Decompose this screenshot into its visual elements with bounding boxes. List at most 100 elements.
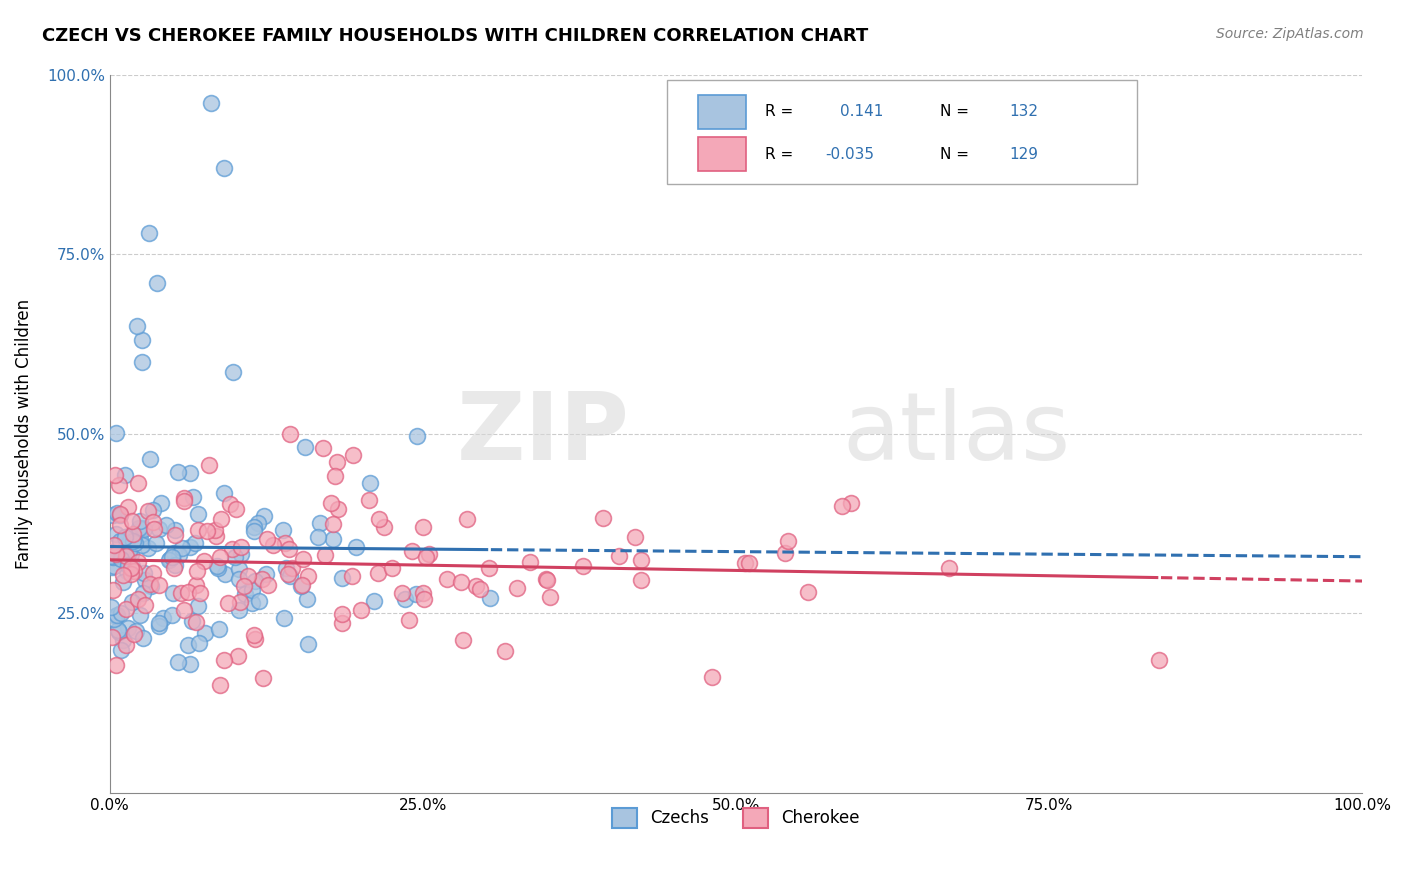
Text: Source: ZipAtlas.com: Source: ZipAtlas.com xyxy=(1216,27,1364,41)
Point xyxy=(456,512,478,526)
Point xyxy=(381,561,404,575)
Point xyxy=(195,524,218,538)
Point xyxy=(257,577,280,591)
Point xyxy=(139,451,162,466)
Point xyxy=(186,578,208,592)
Point xyxy=(162,586,184,600)
Point xyxy=(373,520,395,534)
Point xyxy=(242,582,264,597)
Point xyxy=(186,615,208,630)
Point xyxy=(179,657,201,671)
Point xyxy=(124,536,146,550)
Point xyxy=(831,499,853,513)
Text: atlas: atlas xyxy=(842,388,1070,480)
Point xyxy=(297,637,319,651)
Point xyxy=(111,633,134,648)
Point xyxy=(170,586,193,600)
Point xyxy=(127,476,149,491)
Point xyxy=(108,534,131,549)
Point xyxy=(278,568,301,582)
Text: CZECH VS CHEROKEE FAMILY HOUSEHOLDS WITH CHILDREN CORRELATION CHART: CZECH VS CHEROKEE FAMILY HOUSEHOLDS WITH… xyxy=(42,27,869,45)
Point xyxy=(136,504,159,518)
Point xyxy=(187,507,209,521)
Point xyxy=(101,545,124,559)
Point xyxy=(357,493,380,508)
Point xyxy=(277,567,299,582)
Point xyxy=(700,669,723,683)
Point xyxy=(129,533,152,547)
Point xyxy=(132,631,155,645)
Point xyxy=(572,559,595,574)
Point xyxy=(246,516,269,531)
Point xyxy=(536,573,558,587)
Point xyxy=(155,518,177,533)
Point xyxy=(131,521,153,535)
Legend: Czechs, Cherokee: Czechs, Cherokee xyxy=(606,801,866,835)
Bar xyxy=(699,136,747,171)
Point xyxy=(131,333,153,347)
Point xyxy=(208,549,231,564)
Point xyxy=(163,527,186,541)
Point xyxy=(122,627,145,641)
Point xyxy=(291,578,314,592)
Point xyxy=(938,560,960,574)
Point xyxy=(214,653,236,667)
Point xyxy=(412,586,434,600)
Point xyxy=(107,624,129,639)
Point xyxy=(262,538,284,552)
Point xyxy=(115,539,138,553)
Point xyxy=(322,532,344,546)
Point xyxy=(100,599,122,614)
Point xyxy=(162,549,184,564)
Point xyxy=(450,574,472,589)
Point xyxy=(105,506,128,520)
Point xyxy=(330,616,353,631)
Point xyxy=(228,572,250,586)
Bar xyxy=(699,95,747,129)
Point xyxy=(121,514,143,528)
Point xyxy=(152,611,174,625)
FancyBboxPatch shape xyxy=(666,79,1136,184)
Point xyxy=(413,591,436,606)
Point xyxy=(478,561,501,575)
Point xyxy=(273,611,295,625)
Point xyxy=(415,550,437,565)
Point xyxy=(534,572,557,586)
Point xyxy=(253,509,276,524)
Point xyxy=(332,571,354,585)
Point xyxy=(323,469,346,483)
Point xyxy=(342,448,364,462)
Point xyxy=(139,576,162,591)
Point xyxy=(222,365,245,379)
Point xyxy=(142,515,165,529)
Point xyxy=(308,530,330,544)
Point xyxy=(103,559,125,574)
Point xyxy=(112,568,135,582)
Point xyxy=(278,426,301,441)
Point xyxy=(108,517,131,532)
Point xyxy=(290,579,312,593)
Point xyxy=(177,584,200,599)
Point xyxy=(114,530,136,544)
Point xyxy=(256,532,278,546)
Point xyxy=(243,524,266,538)
Point xyxy=(344,540,367,554)
Point xyxy=(330,607,353,621)
Point xyxy=(117,564,139,578)
Point xyxy=(128,521,150,535)
Point xyxy=(623,530,645,544)
Point xyxy=(229,547,252,561)
Point xyxy=(104,547,127,561)
Point xyxy=(125,624,148,639)
Point xyxy=(103,612,125,626)
Point xyxy=(321,496,343,510)
Point xyxy=(228,562,250,576)
Point xyxy=(630,553,652,567)
Point xyxy=(121,533,143,548)
Point xyxy=(229,595,252,609)
Point xyxy=(121,559,143,574)
Point xyxy=(243,632,266,646)
Point xyxy=(170,541,193,556)
Point xyxy=(607,549,630,563)
Point xyxy=(120,560,142,574)
